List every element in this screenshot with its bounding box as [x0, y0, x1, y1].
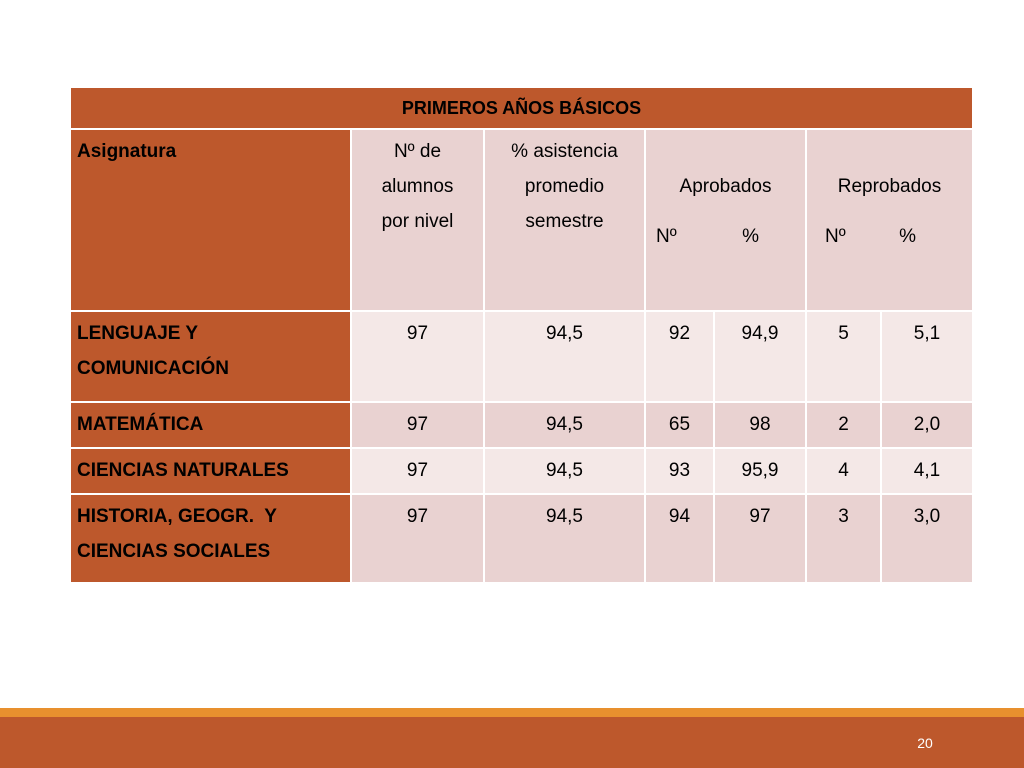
- row-subject-line: LENGUAJE Y: [77, 323, 199, 344]
- header-approved-sub: Nº %: [646, 219, 805, 254]
- header-failed-label: Reprobados: [837, 176, 942, 197]
- page-number: 20: [917, 735, 933, 751]
- cell-approved-pct: 97: [713, 493, 807, 584]
- row-subject-line: COMUNICACIÓN: [77, 358, 229, 379]
- cell-approved-num: 94: [644, 493, 715, 584]
- cell-attendance: 94,5: [483, 401, 646, 449]
- cell-approved-pct: 95,9: [713, 447, 807, 495]
- table-row: LENGUAJE Y COMUNICACIÓN 97 94,5 92 94,9 …: [69, 310, 974, 403]
- cell-students: 97: [350, 310, 485, 403]
- header-failed-pct: %: [899, 226, 916, 247]
- footer-accent-line: [0, 708, 1024, 717]
- cell-failed-pct: 2,0: [880, 401, 974, 449]
- row-subject: CIENCIAS NATURALES: [69, 447, 352, 495]
- cell-attendance: 94,5: [483, 493, 646, 584]
- cell-students: 97: [350, 401, 485, 449]
- header-failed-sub: Nº %: [807, 219, 972, 254]
- header-approved-label: Aprobados: [679, 176, 772, 197]
- cell-approved-pct: 94,9: [713, 310, 807, 403]
- table-row: CIENCIAS NATURALES 97 94,5 93 95,9 4 4,1: [69, 447, 974, 495]
- row-subject-line: CIENCIAS SOCIALES: [77, 541, 271, 562]
- header-approved-num: Nº: [656, 226, 677, 247]
- results-table: PRIMEROS AÑOS BÁSICOS Asignatura Nº de a…: [69, 86, 974, 584]
- table-title: PRIMEROS AÑOS BÁSICOS: [69, 86, 974, 130]
- cell-failed-num: 2: [805, 401, 882, 449]
- row-subject-line: CIENCIAS NATURALES: [77, 460, 289, 481]
- cell-approved-num: 92: [644, 310, 715, 403]
- row-subject-line: MATEMÁTICA: [77, 414, 204, 435]
- header-approved: Aprobados Nº %: [644, 128, 807, 312]
- cell-approved-num: 93: [644, 447, 715, 495]
- header-attendance-line: promedio: [524, 176, 605, 197]
- header-students-line: Nº de: [393, 141, 442, 162]
- cell-students: 97: [350, 447, 485, 495]
- footer-bar: [0, 717, 1024, 768]
- header-approved-pct: %: [742, 226, 759, 247]
- header-students-line: por nivel: [381, 211, 454, 232]
- cell-failed-pct: 5,1: [880, 310, 974, 403]
- cell-failed-num: 3: [805, 493, 882, 584]
- header-students: Nº de alumnos por nivel: [350, 128, 485, 312]
- header-attendance: % asistencia promedio semestre: [483, 128, 646, 312]
- row-subject: LENGUAJE Y COMUNICACIÓN: [69, 310, 352, 403]
- cell-attendance: 94,5: [483, 447, 646, 495]
- cell-approved-num: 65: [644, 401, 715, 449]
- row-subject-line: HISTORIA, GEOGR. Y: [77, 506, 277, 527]
- cell-students: 97: [350, 493, 485, 584]
- row-subject: MATEMÁTICA: [69, 401, 352, 449]
- header-failed-num: Nº: [825, 226, 846, 247]
- cell-failed-pct: 4,1: [880, 447, 974, 495]
- header-students-line: alumnos: [381, 176, 454, 197]
- header-failed: Reprobados Nº %: [805, 128, 974, 312]
- cell-failed-pct: 3,0: [880, 493, 974, 584]
- table-row: MATEMÁTICA 97 94,5 65 98 2 2,0: [69, 401, 974, 449]
- cell-failed-num: 5: [805, 310, 882, 403]
- cell-failed-num: 4: [805, 447, 882, 495]
- row-subject: HISTORIA, GEOGR. Y CIENCIAS SOCIALES: [69, 493, 352, 584]
- cell-approved-pct: 98: [713, 401, 807, 449]
- header-attendance-line: % asistencia: [511, 141, 618, 162]
- table-row: HISTORIA, GEOGR. Y CIENCIAS SOCIALES 97 …: [69, 493, 974, 584]
- header-subject: Asignatura: [69, 128, 352, 312]
- header-attendance-line: semestre: [525, 211, 604, 232]
- cell-attendance: 94,5: [483, 310, 646, 403]
